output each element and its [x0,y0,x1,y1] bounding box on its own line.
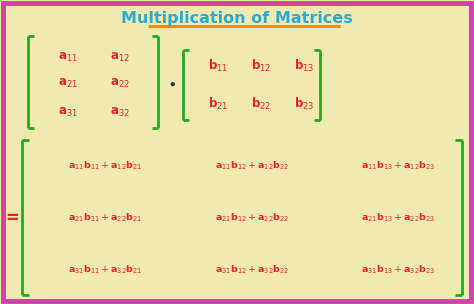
Text: $\mathbf{a}_{31}$: $\mathbf{a}_{31}$ [58,105,78,119]
Text: $\mathbf{a}_{11}\mathbf{b}_{12}+\mathbf{a}_{12}\mathbf{b}_{22}$: $\mathbf{a}_{11}\mathbf{b}_{12}+\mathbf{… [215,160,289,172]
Text: $\mathbf{a}_{12}$: $\mathbf{a}_{12}$ [110,50,130,64]
Text: $\mathbf{a}_{21}\mathbf{b}_{11}+\mathbf{a}_{22}\mathbf{b}_{21}$: $\mathbf{a}_{21}\mathbf{b}_{11}+\mathbf{… [68,212,142,224]
Text: $\mathbf{a}_{31}\mathbf{b}_{13}+\mathbf{a}_{32}\mathbf{b}_{23}$: $\mathbf{a}_{31}\mathbf{b}_{13}+\mathbf{… [361,264,435,276]
Text: $\mathbf{a}_{21}$: $\mathbf{a}_{21}$ [58,76,78,90]
Text: $\mathbf{b}_{21}$: $\mathbf{b}_{21}$ [208,96,228,112]
Text: $\mathbf{a}_{32}$: $\mathbf{a}_{32}$ [110,105,130,119]
Text: $\mathbf{a}_{11}\mathbf{b}_{11}+\mathbf{a}_{12}\mathbf{b}_{21}$: $\mathbf{a}_{11}\mathbf{b}_{11}+\mathbf{… [68,160,142,172]
Text: $\mathbf{a}_{31}\mathbf{b}_{12}+\mathbf{a}_{32}\mathbf{b}_{22}$: $\mathbf{a}_{31}\mathbf{b}_{12}+\mathbf{… [215,264,289,276]
Text: $\mathbf{a}_{31}\mathbf{b}_{11}+\mathbf{a}_{32}\mathbf{b}_{21}$: $\mathbf{a}_{31}\mathbf{b}_{11}+\mathbf{… [68,264,142,276]
Text: $\bullet$: $\bullet$ [167,75,176,91]
Text: $\mathbf{b}_{22}$: $\mathbf{b}_{22}$ [251,96,271,112]
Text: $\mathbf{b}_{11}$: $\mathbf{b}_{11}$ [208,58,228,74]
Text: $\mathbf{a}_{11}$: $\mathbf{a}_{11}$ [58,50,78,64]
FancyBboxPatch shape [3,3,471,301]
Text: $\mathbf{a}_{22}$: $\mathbf{a}_{22}$ [110,76,130,90]
Text: $\mathbf{a}_{11}\mathbf{b}_{13}+\mathbf{a}_{12}\mathbf{b}_{23}$: $\mathbf{a}_{11}\mathbf{b}_{13}+\mathbf{… [361,160,435,172]
Text: $\mathbf{b}_{23}$: $\mathbf{b}_{23}$ [294,96,314,112]
Text: $\mathbf{b}_{12}$: $\mathbf{b}_{12}$ [251,58,271,74]
Text: $\mathbf{b}_{13}$: $\mathbf{b}_{13}$ [294,58,314,74]
Text: $\mathbf{a}_{21}\mathbf{b}_{12}+\mathbf{a}_{22}\mathbf{b}_{22}$: $\mathbf{a}_{21}\mathbf{b}_{12}+\mathbf{… [215,212,289,224]
Text: Multiplication of Matrices: Multiplication of Matrices [121,11,353,26]
Text: =: = [5,209,19,227]
Text: $\mathbf{a}_{21}\mathbf{b}_{13}+\mathbf{a}_{22}\mathbf{b}_{23}$: $\mathbf{a}_{21}\mathbf{b}_{13}+\mathbf{… [361,212,435,224]
